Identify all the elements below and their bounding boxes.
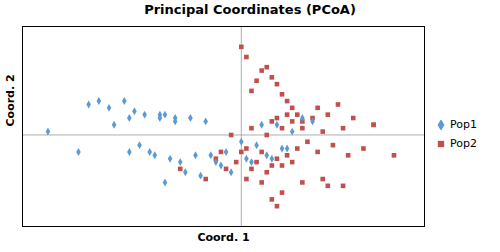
- html-text:Principal Coordinates (PCoA): Principal Coordinates (PCoA): [144, 2, 356, 17]
- html-text:Pop1: Pop1: [450, 118, 477, 131]
- html-text:Pop2: Pop2: [450, 137, 477, 150]
- svg-text:Coord. 2: Coord. 2: [4, 74, 17, 126]
- svg-text:Coord. 1: Coord. 1: [197, 231, 249, 244]
